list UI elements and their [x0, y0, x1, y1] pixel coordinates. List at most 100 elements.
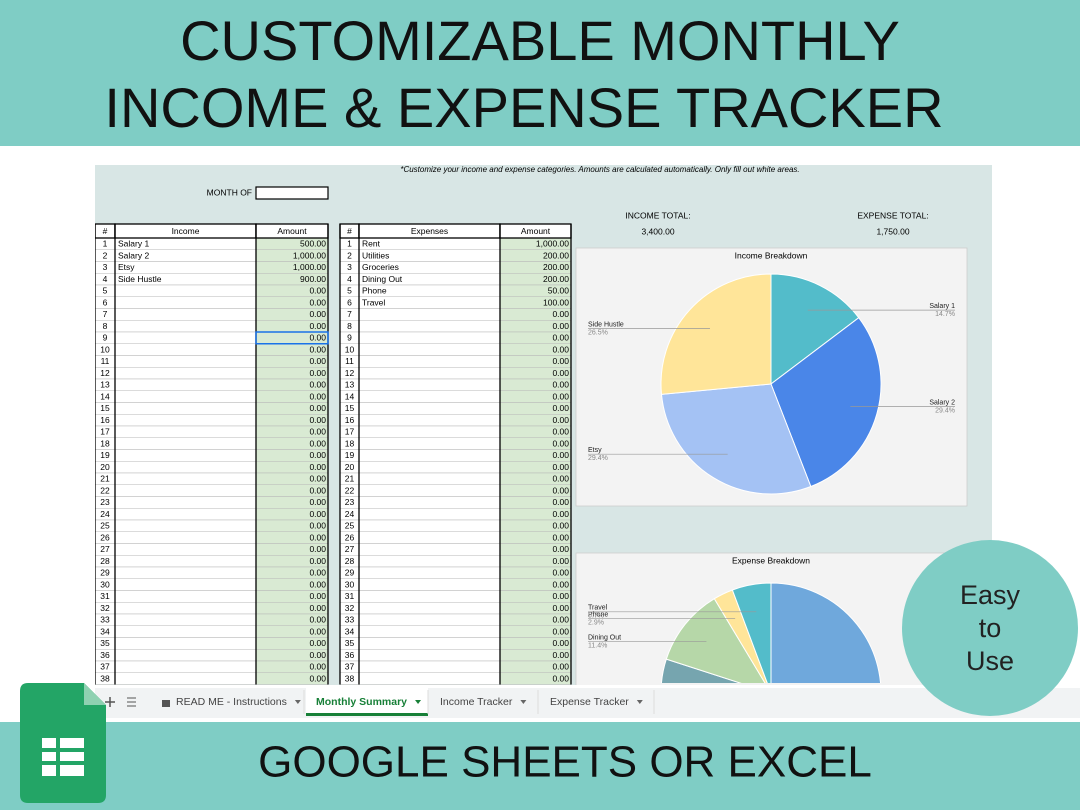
cell — [358, 308, 501, 321]
slice-label: Travel — [588, 605, 608, 612]
tab-label: READ ME - Instructions — [176, 696, 287, 708]
cell — [358, 637, 501, 650]
column-header: # — [103, 226, 108, 236]
amount: 0.00 — [309, 391, 326, 401]
badge-text: Use — [966, 646, 1014, 676]
slice-label: Etsy — [588, 447, 602, 454]
cell — [114, 320, 257, 333]
row-number: 30 — [345, 579, 355, 589]
tab-dropdown — [636, 700, 643, 704]
amount: 0.00 — [309, 662, 326, 672]
amount: 0.00 — [309, 356, 326, 366]
sheet-tab[interactable]: Income Tracker — [430, 688, 538, 716]
amount: 0.00 — [309, 321, 326, 331]
slice-label: Side Hustle — [588, 321, 624, 328]
amount: 0.00 — [552, 579, 569, 589]
cell — [114, 449, 257, 462]
row-number: 25 — [345, 521, 355, 531]
pie-slice — [660, 383, 812, 495]
row-number: 4 — [103, 274, 108, 284]
category-name: Groceries — [362, 262, 399, 272]
cell — [358, 555, 501, 568]
row-number: 11 — [345, 356, 354, 366]
amount: 0.00 — [309, 603, 326, 613]
column-header: Expenses — [411, 226, 448, 236]
category-name: Salary 1 — [118, 239, 149, 249]
sheet-tab[interactable]: Monthly Summary — [306, 688, 428, 716]
amount: 200.00 — [543, 262, 569, 272]
category-name: Travel — [362, 297, 385, 307]
amount: 0.00 — [309, 615, 326, 625]
cell — [358, 508, 501, 521]
pie-slice — [731, 582, 772, 683]
row-number: 21 — [100, 474, 110, 484]
row-number: 22 — [345, 485, 355, 495]
cell — [114, 613, 257, 626]
cell — [358, 449, 501, 462]
pie-slice — [665, 598, 766, 683]
amount: 0.00 — [309, 497, 326, 507]
row-number: 31 — [345, 591, 355, 601]
row-number: 38 — [345, 673, 355, 683]
amount: 0.00 — [552, 638, 569, 648]
tab-background — [306, 688, 428, 716]
amount: 100.00 — [543, 297, 569, 307]
row-number: 9 — [347, 333, 352, 343]
month-label: MONTH OF — [207, 187, 252, 197]
tab-dropdown — [294, 700, 301, 704]
cell — [358, 378, 501, 391]
slice-label: Phone — [588, 612, 608, 619]
all-sheets[interactable] — [127, 697, 136, 707]
amount: 0.00 — [309, 333, 326, 343]
row-number: 19 — [100, 450, 110, 460]
row-number: 21 — [345, 474, 355, 484]
sheet-tab[interactable]: READ ME - Instructions — [152, 688, 304, 716]
row-number: 26 — [100, 532, 110, 542]
pie — [660, 582, 882, 683]
footer-text: GOOGLE SHEETS OR EXCEL — [258, 738, 872, 787]
amount: 0.00 — [552, 615, 569, 625]
tab-background — [540, 688, 654, 716]
amount: 0.00 — [309, 450, 326, 460]
cell — [114, 472, 257, 485]
amount: 0.00 — [309, 673, 326, 683]
amount: 0.00 — [552, 356, 569, 366]
slice-percent: 26.5% — [588, 329, 608, 336]
income-total: 3,400.00 — [641, 226, 674, 236]
row-number: 34 — [345, 626, 355, 636]
sheet-tab[interactable]: Expense Tracker — [540, 688, 654, 716]
column-header: Amount — [277, 226, 307, 236]
cell — [114, 649, 257, 662]
column-header: Income — [172, 226, 200, 236]
row-number: 16 — [345, 415, 355, 425]
sheets-icon — [20, 683, 106, 803]
row-number: 28 — [100, 556, 110, 566]
month-input — [255, 186, 329, 200]
amount: 0.00 — [552, 321, 569, 331]
tab-dropdown — [415, 700, 422, 704]
row-number: 15 — [100, 403, 110, 413]
row-number: 38 — [100, 673, 110, 683]
add-sheet[interactable] — [105, 697, 115, 707]
cell — [114, 672, 257, 685]
cell — [358, 331, 501, 344]
spreadsheet: *Customize your income and expense categ… — [95, 165, 992, 685]
cell — [358, 625, 501, 638]
expense-total-label: EXPENSE TOTAL: — [857, 210, 928, 220]
row-number: 4 — [347, 274, 352, 284]
tab-dropdown — [520, 700, 527, 704]
amount: 0.00 — [309, 286, 326, 296]
amount: 0.00 — [309, 368, 326, 378]
row-number: 27 — [100, 544, 110, 554]
row-number: 2 — [103, 250, 108, 260]
amount: 0.00 — [309, 485, 326, 495]
cell — [114, 484, 257, 497]
slice-label: Dining Out — [588, 635, 621, 642]
row-number: 2 — [347, 250, 352, 260]
amount: 0.00 — [552, 427, 569, 437]
row-number: 8 — [347, 321, 352, 331]
pie-slice — [770, 582, 882, 683]
row-number: 7 — [347, 309, 352, 319]
amount: 0.00 — [552, 532, 569, 542]
row-number: 28 — [345, 556, 355, 566]
